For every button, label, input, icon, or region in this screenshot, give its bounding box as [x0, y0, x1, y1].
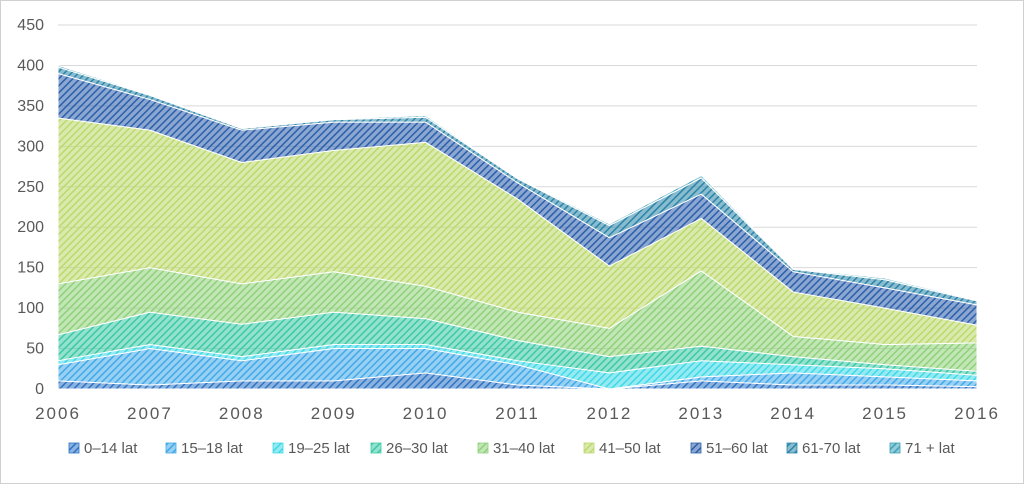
legend-item-26-30-lat: 26–30 lat: [370, 440, 449, 457]
legend-item-51-60-lat: 51–60 lat: [690, 440, 769, 457]
x-tick-label: 2016: [954, 404, 1000, 423]
legend-label: 61-70 lat: [802, 440, 861, 457]
x-tick-label: 2014: [770, 404, 816, 423]
legend-swatch: [583, 442, 595, 454]
legend-label: 31–40 lat: [493, 440, 556, 457]
x-tick-label: 2008: [219, 404, 265, 423]
y-tick-label: 150: [17, 260, 44, 277]
legend-label: 19–25 lat: [288, 440, 351, 457]
area-series: [57, 64, 978, 390]
legend-swatch: [165, 442, 177, 454]
legend-item-41-50-lat: 41–50 lat: [583, 440, 662, 457]
x-tick-label: 2010: [403, 404, 449, 423]
legend-label: 26–30 lat: [386, 440, 449, 457]
legend-item-15-18-lat: 15–18 lat: [165, 440, 244, 457]
y-tick-label: 250: [17, 179, 44, 196]
legend-swatch: [272, 442, 284, 454]
legend-item-19-25-lat: 19–25 lat: [272, 440, 351, 457]
x-tick-label: 2006: [35, 404, 81, 423]
legend-item-61-70-lat: 61-70 lat: [786, 440, 861, 457]
legend-swatch: [68, 442, 80, 454]
legend: 0–14 lat 15–18 lat 19–25 lat 26–30 lat 31–40…: [68, 440, 955, 457]
y-tick-label: 100: [17, 300, 44, 317]
y-tick-label: 0: [35, 381, 44, 398]
legend-label: 41–50 lat: [599, 440, 662, 457]
legend-swatch: [477, 442, 489, 454]
legend-swatch: [889, 442, 901, 454]
y-tick-label: 200: [17, 219, 44, 236]
x-tick-label: 2015: [862, 404, 908, 423]
legend-swatch: [690, 442, 702, 454]
legend-label: 71 + lat: [905, 440, 955, 457]
x-tick-label: 2007: [127, 404, 173, 423]
legend-label: 0–14 lat: [84, 440, 138, 457]
y-tick-label: 300: [17, 138, 44, 155]
legend-item-31-40-lat: 31–40 lat: [477, 440, 556, 457]
y-tick-label: 450: [17, 17, 44, 34]
legend-swatch: [370, 442, 382, 454]
x-axis-ticks: 2006 2007 2008 2009 2010 2011 2012 2013 2014 2015…: [35, 404, 1000, 423]
y-axis-ticks: 0 50 100 150 200 250 300 350 400 450: [17, 17, 44, 398]
legend-label: 51–60 lat: [706, 440, 769, 457]
y-tick-label: 50: [26, 341, 44, 358]
area-series-71-lat: [57, 64, 978, 302]
legend-swatch: [786, 442, 798, 454]
legend-item-71-lat: 71 + lat: [889, 440, 955, 457]
x-tick-label: 2012: [586, 404, 632, 423]
y-tick-label: 350: [17, 98, 44, 115]
legend-label: 15–18 lat: [181, 440, 244, 457]
x-tick-label: 2011: [495, 404, 540, 423]
x-tick-label: 2013: [678, 404, 724, 423]
y-tick-label: 400: [17, 57, 44, 74]
x-tick-label: 2009: [311, 404, 357, 423]
legend-item-0-14-lat: 0–14 lat: [68, 440, 138, 457]
